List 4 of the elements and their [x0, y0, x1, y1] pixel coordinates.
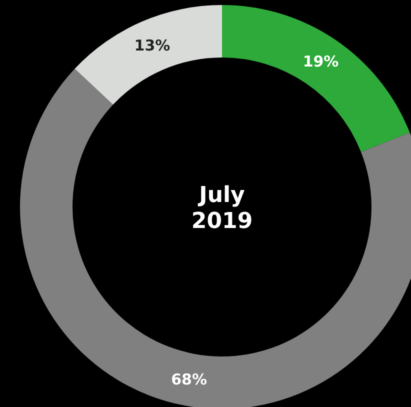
data-label: 13%	[134, 36, 170, 55]
text: July 2019	[191, 183, 253, 234]
data-label: 19%	[302, 52, 339, 71]
data-label: 68%	[171, 370, 208, 389]
